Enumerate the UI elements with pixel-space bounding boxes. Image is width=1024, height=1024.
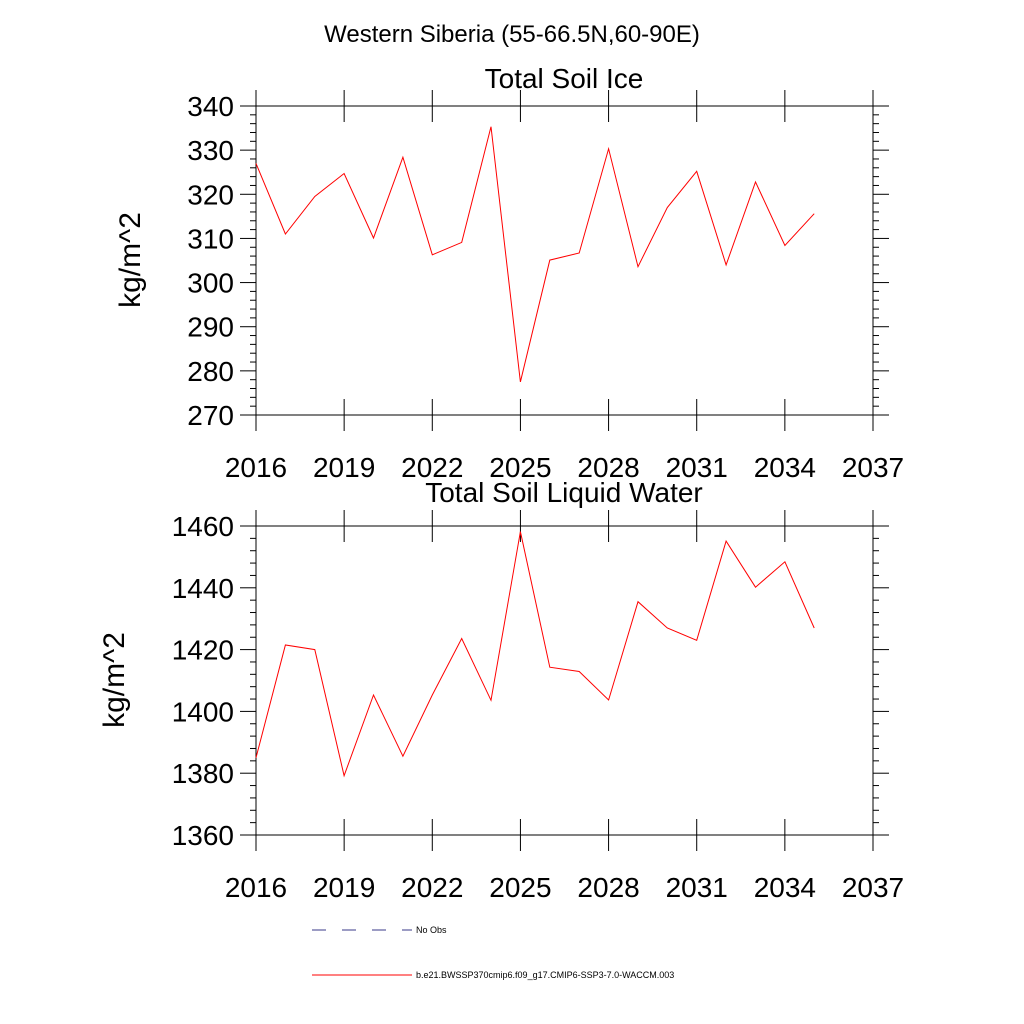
x-tick-label: 2019: [313, 872, 375, 903]
x-tick-label: 2034: [754, 452, 816, 483]
series-line: [255, 531, 815, 778]
axis-ticks: [240, 510, 889, 851]
plot-frame: [255, 105, 874, 416]
y-tick-label: 1420: [172, 635, 234, 666]
panel-title: Total Soil Ice: [485, 63, 644, 94]
x-tick-label: 2028: [577, 872, 639, 903]
x-tick-label: 2016: [225, 872, 287, 903]
x-tick-label: 2028: [577, 452, 639, 483]
x-tick-labels: 2016 2019 2022 2025 2028 2031 2034 2037: [225, 452, 904, 483]
series-lines: [255, 531, 815, 778]
y-tick-label: 330: [187, 135, 234, 166]
plot-frame: [255, 525, 874, 836]
y-tick-label: 280: [187, 356, 234, 387]
x-tick-label: 2034: [754, 872, 816, 903]
y-tick-label: 1380: [172, 758, 234, 789]
y-tick-labels: 1360 1380 1400 1420 1440 1460: [172, 511, 234, 851]
y-tick-label: 310: [187, 223, 234, 254]
legend: No Obs b.e21.BWSSP370cmip6.f09_g17.CMIP6…: [312, 925, 674, 980]
y-tick-label: 1400: [172, 696, 234, 727]
y-axis-label: kg/m^2: [114, 212, 147, 308]
figure-suptitle: Western Siberia (55-66.5N,60-90E): [324, 21, 700, 48]
x-tick-label: 2025: [489, 872, 551, 903]
series-lines: [255, 126, 815, 383]
y-tick-label: 1440: [172, 573, 234, 604]
panel-title: Total Soil Liquid Water: [425, 477, 703, 508]
y-tick-label: 300: [187, 268, 234, 299]
legend-label-no-obs: No Obs: [416, 925, 447, 935]
y-tick-label: 1460: [172, 511, 234, 542]
panel-total-soil-liquid-water: Total Soil Liquid Water kg/m^2 136013801…: [98, 477, 904, 903]
x-tick-label: 2037: [842, 452, 904, 483]
y-tick-label: 1360: [172, 820, 234, 851]
axis-ticks: [240, 90, 889, 431]
panel-total-soil-ice: Total Soil Ice kg/m^2 270 280 290 300 310 320…: [114, 63, 904, 483]
x-tick-label: 2031: [666, 872, 728, 903]
y-tick-label: 290: [187, 312, 234, 343]
x-tick-label: 2022: [401, 872, 463, 903]
x-tick-label: 2019: [313, 452, 375, 483]
x-tick-label: 2025: [489, 452, 551, 483]
x-tick-label: 2016: [225, 452, 287, 483]
y-tick-labels: 270 280 290 300 310 320 330 340: [187, 91, 234, 431]
y-tick-label: 320: [187, 179, 234, 210]
series-line: [255, 126, 815, 383]
x-tick-label: 2031: [666, 452, 728, 483]
y-tick-label: 340: [187, 91, 234, 122]
y-axis-label: kg/m^2: [98, 632, 131, 728]
x-tick-label: 2022: [401, 452, 463, 483]
x-tick-labels: 2016 2019 2022 2025 2028 2031 2034 2037: [225, 872, 904, 903]
legend-label-model: b.e21.BWSSP370cmip6.f09_g17.CMIP6-SSP3-7…: [416, 970, 674, 980]
x-tick-label: 2037: [842, 872, 904, 903]
y-tick-label: 270: [187, 400, 234, 431]
